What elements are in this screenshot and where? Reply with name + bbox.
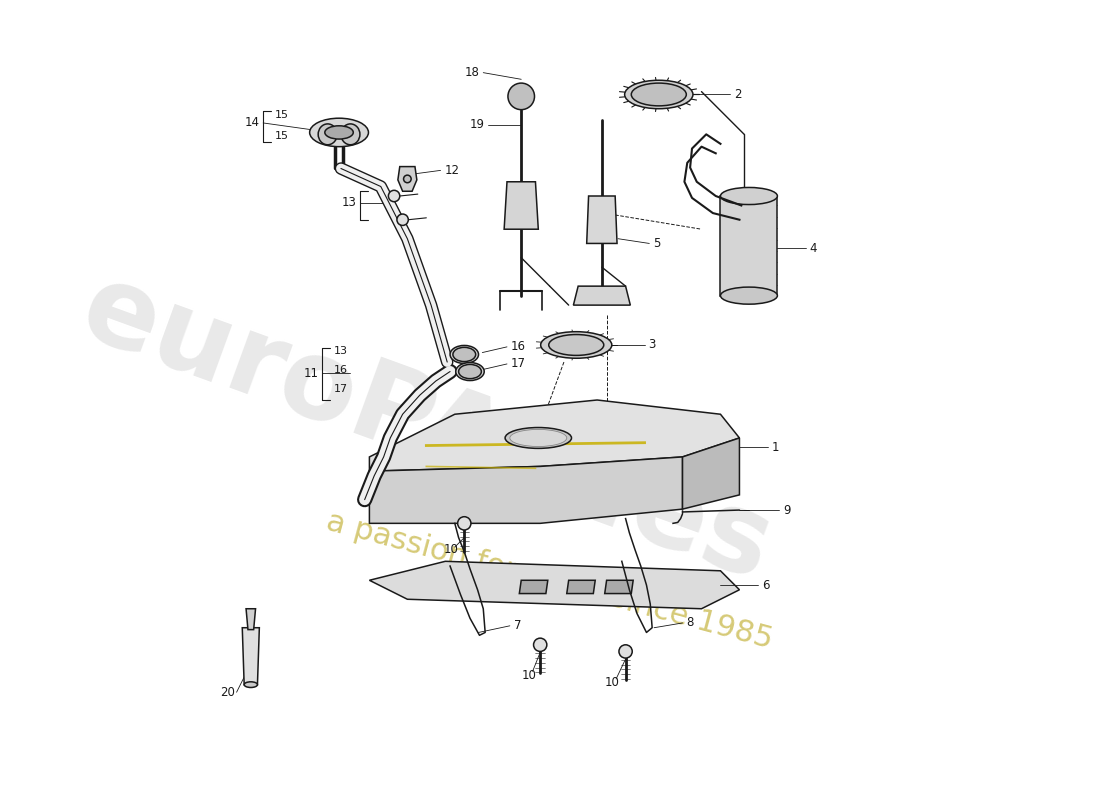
Polygon shape xyxy=(242,628,260,685)
Text: 13: 13 xyxy=(341,196,356,209)
Ellipse shape xyxy=(324,126,353,139)
Ellipse shape xyxy=(505,427,572,448)
Polygon shape xyxy=(370,562,739,609)
Polygon shape xyxy=(370,400,739,471)
Ellipse shape xyxy=(453,347,475,362)
Polygon shape xyxy=(246,609,255,630)
Polygon shape xyxy=(504,182,538,230)
Text: 1: 1 xyxy=(772,441,779,454)
Ellipse shape xyxy=(318,124,337,145)
Text: 18: 18 xyxy=(464,66,480,79)
Ellipse shape xyxy=(720,187,778,205)
Polygon shape xyxy=(398,166,417,191)
Polygon shape xyxy=(586,196,617,243)
Ellipse shape xyxy=(509,430,566,446)
Text: 16: 16 xyxy=(333,365,348,374)
Text: 17: 17 xyxy=(510,358,526,370)
Text: 15: 15 xyxy=(275,131,288,142)
Text: 14: 14 xyxy=(244,117,260,130)
Polygon shape xyxy=(682,438,739,509)
Ellipse shape xyxy=(455,362,484,381)
Text: 11: 11 xyxy=(304,367,318,380)
Ellipse shape xyxy=(625,80,693,109)
Text: 16: 16 xyxy=(510,340,526,354)
Text: 13: 13 xyxy=(333,346,348,356)
Ellipse shape xyxy=(404,175,411,182)
Text: a passion for parts since 1985: a passion for parts since 1985 xyxy=(323,506,777,654)
Polygon shape xyxy=(573,286,630,305)
Ellipse shape xyxy=(534,638,547,651)
Ellipse shape xyxy=(549,334,604,355)
Text: 7: 7 xyxy=(514,619,521,632)
Text: euroPARTes: euroPARTes xyxy=(67,254,785,603)
Text: 9: 9 xyxy=(783,503,791,517)
Text: 5: 5 xyxy=(653,237,660,250)
Text: 2: 2 xyxy=(734,88,741,101)
Text: 8: 8 xyxy=(686,617,694,630)
Polygon shape xyxy=(566,580,595,594)
Ellipse shape xyxy=(388,190,399,202)
Text: 6: 6 xyxy=(762,578,770,591)
Ellipse shape xyxy=(309,118,368,146)
Polygon shape xyxy=(370,457,682,523)
Text: 3: 3 xyxy=(648,338,656,351)
Ellipse shape xyxy=(244,682,257,687)
Ellipse shape xyxy=(341,124,360,145)
Text: 4: 4 xyxy=(810,242,817,254)
Text: 12: 12 xyxy=(444,164,460,177)
Ellipse shape xyxy=(450,346,478,363)
Ellipse shape xyxy=(508,83,535,110)
Text: 10: 10 xyxy=(605,676,619,690)
Polygon shape xyxy=(519,580,548,594)
Ellipse shape xyxy=(459,365,482,378)
Text: 17: 17 xyxy=(333,384,348,394)
Ellipse shape xyxy=(720,287,778,304)
Text: 15: 15 xyxy=(275,110,288,120)
Ellipse shape xyxy=(541,332,612,358)
Ellipse shape xyxy=(397,214,408,226)
Ellipse shape xyxy=(631,83,686,106)
Ellipse shape xyxy=(619,645,632,658)
Text: 10: 10 xyxy=(521,669,536,682)
Text: 20: 20 xyxy=(220,686,234,698)
Text: 10: 10 xyxy=(443,543,459,557)
Text: 19: 19 xyxy=(470,118,484,131)
Polygon shape xyxy=(605,580,634,594)
Ellipse shape xyxy=(458,517,471,530)
Polygon shape xyxy=(720,196,778,296)
